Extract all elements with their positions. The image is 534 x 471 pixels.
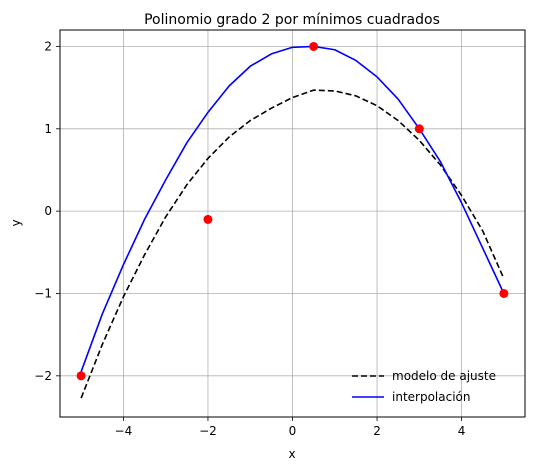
y-tick-label: 1: [44, 122, 52, 136]
x-tick-label: 4: [458, 424, 466, 438]
series-layer: [80, 45, 505, 399]
data-point: [76, 371, 86, 381]
series-line-1: [80, 45, 505, 372]
data-point: [499, 288, 509, 298]
legend: modelo de ajuste interpolación: [352, 369, 496, 404]
y-axis-ticks: −2 −1 0 1 2: [34, 39, 60, 383]
y-tick-label: −1: [34, 286, 52, 300]
data-point: [309, 41, 319, 51]
y-tick-label: 0: [44, 204, 52, 218]
data-point: [203, 214, 213, 224]
chart-title: Polinomio grado 2 por mínimos cuadrados: [144, 12, 440, 28]
y-tick-label: −2: [34, 369, 52, 383]
x-tick-label: −2: [199, 424, 217, 438]
x-tick-label: 2: [373, 424, 381, 438]
data-point: [414, 124, 424, 134]
series-line-0: [80, 89, 505, 399]
x-tick-label: −4: [115, 424, 133, 438]
x-tick-label: 0: [289, 424, 297, 438]
points-layer: [76, 41, 509, 381]
y-tick-label: 2: [44, 39, 52, 53]
x-axis-label: x: [288, 447, 295, 461]
x-axis-ticks: −4 −2 0 2 4: [115, 417, 466, 438]
legend-label-interpolacion: interpolación: [392, 390, 471, 404]
legend-label-modelo: modelo de ajuste: [392, 369, 496, 383]
y-axis-label: y: [9, 219, 23, 226]
